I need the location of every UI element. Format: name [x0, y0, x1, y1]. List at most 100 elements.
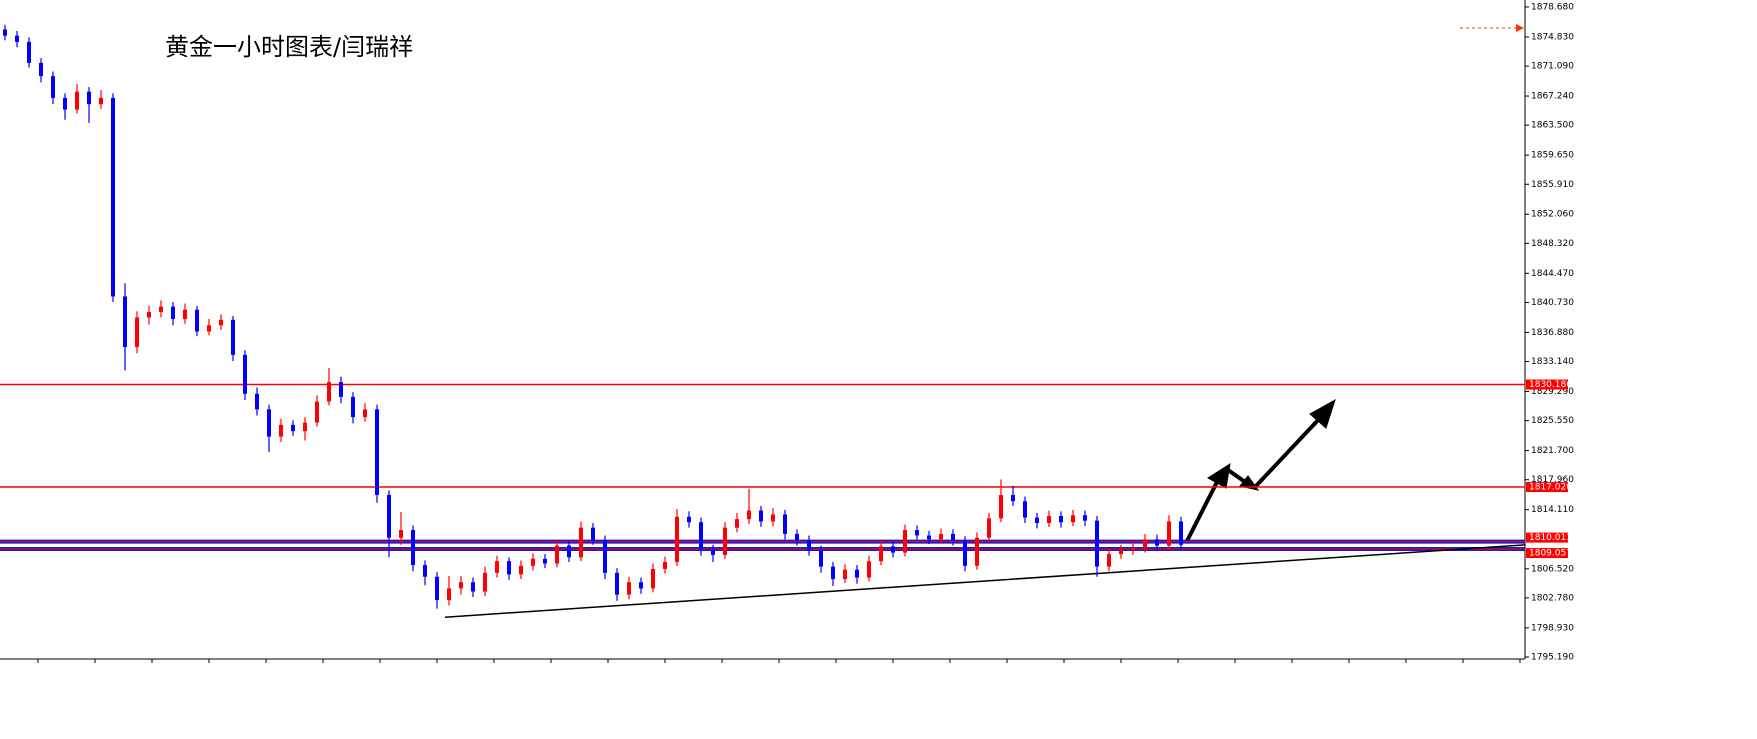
- candle-body: [615, 572, 619, 595]
- candle-body: [831, 566, 835, 580]
- candle-body: [3, 29, 7, 36]
- candle-body: [75, 91, 79, 110]
- price-label-box: [1526, 532, 1568, 543]
- candle-body: [147, 312, 151, 318]
- annotation-arrow: [1460, 24, 1524, 32]
- price-label: 1810.011: [1529, 533, 1572, 543]
- price-label-box: [1526, 482, 1568, 493]
- candle-body: [603, 540, 607, 573]
- price-label-box: [1526, 548, 1568, 559]
- candle-body: [207, 325, 211, 332]
- y-tick-label: 1806.520: [1531, 564, 1574, 574]
- candle-body: [1047, 516, 1051, 524]
- candle-body: [663, 561, 667, 569]
- y-tick-label: 1859.650: [1531, 151, 1574, 161]
- candle-body: [423, 565, 427, 577]
- y-tick-label: 1863.500: [1531, 121, 1574, 131]
- candle-body: [255, 393, 259, 410]
- candle-body: [855, 569, 859, 578]
- candle-body: [243, 354, 247, 394]
- candle-body: [1095, 520, 1099, 567]
- candle-body: [891, 546, 895, 553]
- y-tick-label: 1874.830: [1531, 32, 1574, 42]
- y-tick-label: 1814.110: [1531, 505, 1574, 515]
- candle-body: [123, 296, 127, 348]
- chart-title: 黄金一小时图表/闫瑞祥: [165, 33, 413, 61]
- candle-body: [495, 561, 499, 573]
- candle-body: [195, 309, 199, 332]
- candle-body: [951, 533, 955, 541]
- y-tick-label: 1798.930: [1531, 623, 1574, 633]
- candle-body: [435, 576, 439, 601]
- candle-body: [291, 424, 295, 432]
- y-tick-label: 1821.700: [1531, 446, 1574, 456]
- candle-body: [183, 309, 187, 320]
- candle-body: [975, 537, 979, 566]
- candle-body: [99, 97, 103, 105]
- y-tick-label: 1802.780: [1531, 593, 1574, 603]
- candle-body: [267, 409, 271, 437]
- candle-body: [999, 494, 1003, 519]
- candle-body: [867, 561, 871, 578]
- candle-body: [627, 582, 631, 595]
- candle-body: [555, 545, 559, 564]
- candle-body: [1011, 494, 1015, 502]
- candle-body: [387, 494, 391, 538]
- y-tick-label: 1844.470: [1531, 269, 1574, 279]
- candle-body: [651, 568, 655, 589]
- candle-body: [1167, 521, 1171, 546]
- y-tick-label: 1871.090: [1531, 62, 1574, 72]
- y-tick-label: 1848.320: [1531, 239, 1574, 249]
- candle-body: [459, 582, 463, 589]
- candle-body: [339, 382, 343, 397]
- y-tick-label: 1825.550: [1531, 416, 1574, 426]
- candle-body: [759, 510, 763, 522]
- price-label: 1830.186: [1529, 380, 1572, 390]
- candle-body: [1035, 517, 1039, 524]
- candle-body: [1083, 515, 1087, 521]
- y-tick-label: 1852.060: [1531, 210, 1574, 220]
- candle-body: [375, 409, 379, 495]
- candle-body: [327, 382, 331, 402]
- candle-body: [315, 401, 319, 423]
- candle-body: [591, 527, 595, 541]
- candle-body: [1143, 539, 1147, 548]
- candle-body: [27, 41, 31, 63]
- candle-body: [1107, 554, 1111, 567]
- candle-body: [1179, 521, 1183, 545]
- candle-body: [507, 561, 511, 575]
- candle-body: [927, 535, 931, 540]
- candle-body: [51, 76, 55, 98]
- candle-body: [567, 545, 571, 558]
- candle-body: [795, 533, 799, 541]
- candle-body: [771, 514, 775, 522]
- candle-body: [519, 565, 523, 575]
- candle-body: [687, 516, 691, 523]
- candle-body: [87, 91, 91, 105]
- trendline: [444, 544, 1526, 618]
- candle-body: [543, 558, 547, 564]
- y-tick-label: 1836.880: [1531, 328, 1574, 338]
- y-tick-label: 1795.190: [1531, 653, 1574, 663]
- price-label: 1809.057: [1529, 549, 1572, 559]
- price-label: 1817.020: [1529, 483, 1572, 493]
- candle-body: [843, 569, 847, 580]
- candle-body: [399, 530, 403, 538]
- y-tick-label: 1840.730: [1531, 298, 1574, 308]
- candle-body: [471, 582, 475, 592]
- y-tick-label: 1867.240: [1531, 92, 1574, 102]
- y-tick-label: 1855.910: [1531, 180, 1574, 190]
- candle-body: [963, 540, 967, 566]
- candle-body: [783, 514, 787, 534]
- candle-body: [1131, 547, 1135, 551]
- candle-body: [111, 97, 115, 297]
- candle-body: [411, 530, 415, 566]
- candle-body: [159, 306, 163, 313]
- candle-body: [447, 588, 451, 601]
- candle-body: [219, 319, 223, 326]
- candle-body: [135, 317, 139, 348]
- candle-body: [699, 522, 703, 550]
- candle-body: [675, 516, 679, 562]
